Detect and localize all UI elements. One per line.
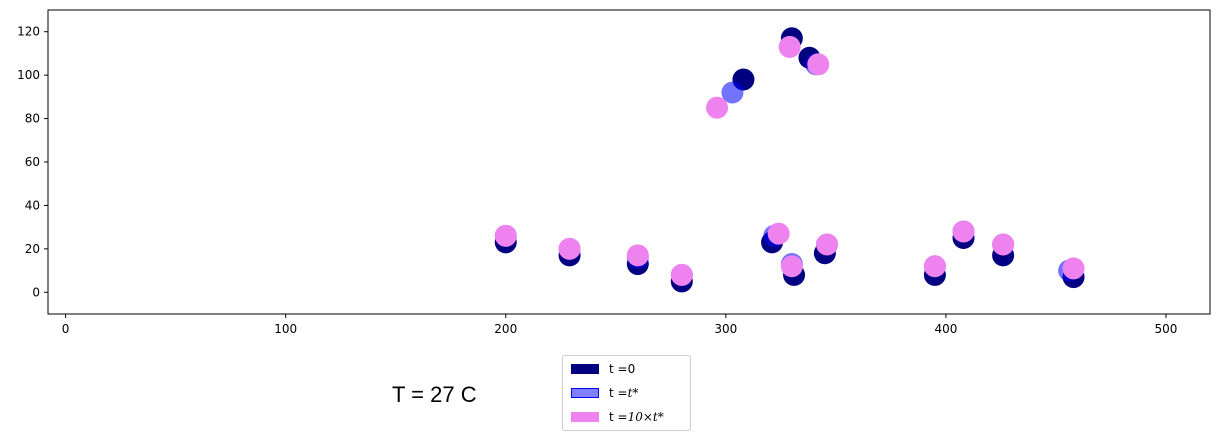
x-tick-label: 200 xyxy=(494,322,517,336)
data-point-series-2 xyxy=(670,263,693,286)
legend-entry-10tstar: t = 10×t* xyxy=(571,407,664,427)
x-tick-label: 100 xyxy=(274,322,297,336)
legend-math-tstar: t* xyxy=(627,386,639,400)
data-point-series-2 xyxy=(706,96,729,119)
data-point-series-2 xyxy=(1062,257,1085,280)
y-tick-label: 120 xyxy=(17,25,40,39)
data-point-series-2 xyxy=(816,233,839,256)
y-tick-label: 0 xyxy=(32,285,40,299)
points-layer xyxy=(494,27,1085,293)
y-tick-label: 40 xyxy=(25,198,40,212)
temperature-annotation: T = 27 C xyxy=(392,382,477,407)
data-point-series-1 xyxy=(721,81,744,104)
y-tick-label: 60 xyxy=(25,155,40,169)
y-tick-label: 20 xyxy=(25,242,40,256)
data-point-series-2 xyxy=(807,53,830,76)
legend-math-10tstar: 10×t* xyxy=(627,410,664,424)
legend-math-t0: 0 xyxy=(627,362,636,376)
data-point-series-2 xyxy=(778,35,801,58)
legend-label-tstar: t = xyxy=(609,386,628,400)
x-tick-label: 300 xyxy=(714,322,737,336)
legend-entry-t0: t = 0 xyxy=(571,359,635,379)
x-tick-label: 500 xyxy=(1155,322,1178,336)
data-point-series-2 xyxy=(952,220,975,243)
x-tick-label: 400 xyxy=(934,322,957,336)
legend-entry-tstar: t = t* xyxy=(571,383,638,403)
legend-label-10tstar: t = xyxy=(609,410,628,424)
data-point-series-2 xyxy=(494,224,517,247)
legend-swatch-t0 xyxy=(571,364,599,374)
data-point-series-2 xyxy=(780,255,803,278)
x-tick-label: 0 xyxy=(62,322,70,336)
legend: t = 0 t = t* t = 10×t* xyxy=(562,355,691,431)
legend-label-t0: t = xyxy=(609,362,628,376)
data-point-series-2 xyxy=(992,233,1015,256)
data-point-series-2 xyxy=(626,244,649,267)
axes-layer: 0 100 200 300 400 500 0 20 40 60 80 100 120 xyxy=(17,25,1177,336)
scatter-chart: 0 100 200 300 400 500 0 20 40 60 80 100 120 xyxy=(17,9,1211,336)
y-tick-label: 100 xyxy=(17,68,40,82)
data-point-series-2 xyxy=(923,255,946,278)
legend-swatch-tstar xyxy=(571,388,599,398)
data-point-series-2 xyxy=(558,237,581,260)
legend-swatch-10tstar xyxy=(571,412,599,422)
y-tick-label: 80 xyxy=(25,112,40,126)
data-point-series-2 xyxy=(767,222,790,245)
